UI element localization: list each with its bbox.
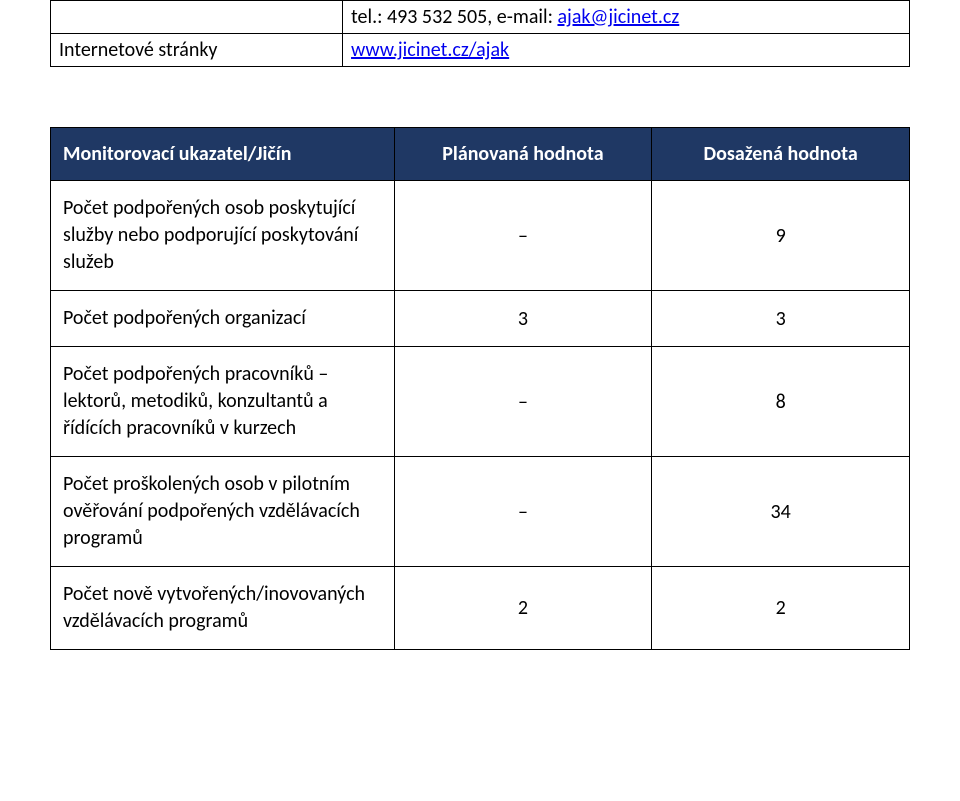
contact-row-web-right: www.jicinet.cz/ajak	[343, 34, 910, 67]
row-planned: –	[394, 457, 652, 567]
monitoring-header-col1: Monitorovací ukazatel/Jičín	[51, 128, 395, 181]
website-label: Internetové stránky	[51, 34, 343, 67]
row-achieved: 8	[652, 347, 910, 457]
table-row: Počet podpořených pracovníků –lektorů, m…	[51, 347, 910, 457]
website-link[interactable]: www.jicinet.cz/ajak	[351, 38, 509, 62]
page: tel.: 493 532 505, e-mail: ajak@jicinet.…	[0, 0, 960, 801]
contact-row-tel-right: tel.: 493 532 505, e-mail: ajak@jicinet.…	[343, 1, 910, 34]
table-row: Počet podpořených osob poskytující služb…	[51, 181, 910, 291]
table-row: Počet proškolených osob v pilotním ověřo…	[51, 457, 910, 567]
row-achieved: 34	[652, 457, 910, 567]
email-link[interactable]: ajak@jicinet.cz	[557, 5, 679, 29]
contact-row-tel-left	[51, 1, 343, 34]
row-achieved: 3	[652, 291, 910, 347]
monitoring-header-col3: Dosažená hodnota	[652, 128, 910, 181]
table-row: Počet nově vytvořených/inovovaných vzděl…	[51, 567, 910, 650]
row-planned: –	[394, 347, 652, 457]
row-label: Počet podpořených pracovníků –lektorů, m…	[51, 347, 395, 457]
row-planned: 3	[394, 291, 652, 347]
row-label: Počet podpořených organizací	[51, 291, 395, 347]
contact-row-web: Internetové stránky www.jicinet.cz/ajak	[51, 34, 910, 67]
row-planned: 2	[394, 567, 652, 650]
monitoring-table: Monitorovací ukazatel/Jičín Plánovaná ho…	[50, 127, 910, 650]
row-planned: –	[394, 181, 652, 291]
spacer	[50, 67, 910, 127]
row-achieved: 2	[652, 567, 910, 650]
row-label: Počet podpořených osob poskytující služb…	[51, 181, 395, 291]
monitoring-header-col2: Plánovaná hodnota	[394, 128, 652, 181]
contact-row-tel: tel.: 493 532 505, e-mail: ajak@jicinet.…	[51, 1, 910, 34]
row-achieved: 9	[652, 181, 910, 291]
contact-table: tel.: 493 532 505, e-mail: ajak@jicinet.…	[50, 0, 910, 67]
table-row: Počet podpořených organizací 3 3	[51, 291, 910, 347]
tel-text: tel.: 493 532 505, e-mail:	[351, 5, 557, 29]
row-label: Počet proškolených osob v pilotním ověřo…	[51, 457, 395, 567]
monitoring-header-row: Monitorovací ukazatel/Jičín Plánovaná ho…	[51, 128, 910, 181]
row-label: Počet nově vytvořených/inovovaných vzděl…	[51, 567, 395, 650]
